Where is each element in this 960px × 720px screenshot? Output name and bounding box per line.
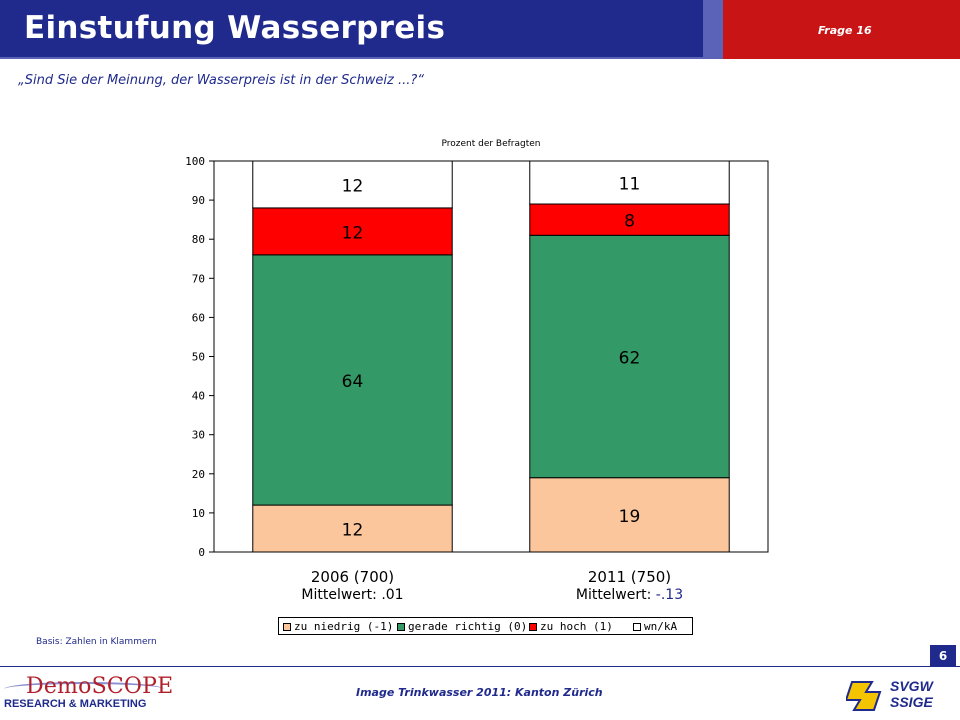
bar-segment [252, 254, 453, 506]
header-underline [0, 57, 720, 59]
legend-label: zu niedrig (-1) [294, 620, 394, 633]
legend-item: zu hoch (1) [529, 620, 613, 633]
bar-value-label: 12 [342, 223, 364, 243]
bar-segment [529, 234, 730, 479]
legend-label: wn/kA [644, 620, 678, 633]
y-tick-label: 100 [185, 155, 205, 168]
footer-caption: Image Trinkwasser 2011: Kanton Zürich [356, 686, 603, 699]
basis-note: Basis: Zahlen in Klammern [36, 637, 157, 647]
header-accent-red [723, 0, 960, 59]
page-title: Einstufung Wasserpreis [24, 10, 446, 46]
legend-swatch [397, 622, 405, 631]
category-mean-label: Mittelwert: -.13 [576, 587, 683, 603]
stacked-bar-chart: Prozent der Befragten 0 10 20 30 40 50 60 70 80 90… [185, 139, 769, 603]
y-tick-label: 60 [192, 311, 205, 324]
bar-value-label: 19 [619, 507, 641, 527]
category-mean-label: Mittelwert: .01 [301, 587, 403, 603]
svgw-logo: SVGW SSIGE [846, 676, 956, 716]
bar-value-label: 64 [342, 372, 364, 392]
page-number: 6 [930, 645, 956, 667]
y-tick-label: 20 [192, 468, 205, 481]
bar-value-label: 8 [624, 212, 635, 232]
legend-item: gerade richtig (0) [397, 620, 527, 633]
bar-segment [529, 203, 730, 236]
svgw-mark-icon [846, 681, 882, 711]
header-accent-light [703, 0, 723, 59]
bar-segment [529, 477, 730, 553]
y-tick-label: 50 [192, 351, 205, 364]
y-tick-label: 40 [192, 390, 205, 403]
chart-legend: zu niedrig (-1) gerade richtig (0) zu hoch… [278, 617, 693, 635]
question-number: Frage 16 [818, 24, 872, 37]
chart-title: Prozent der Befragten [441, 139, 540, 149]
y-tick-label: 80 [192, 233, 205, 246]
legend-swatch [283, 622, 291, 631]
legend-label: zu hoch (1) [540, 620, 613, 633]
bar-segment [252, 160, 453, 209]
svgw-logo-line1: SVGW [890, 678, 933, 694]
legend-swatch [529, 622, 537, 631]
y-tick-label: 70 [192, 272, 205, 285]
legend-swatch [633, 622, 641, 631]
survey-question: „Sind Sie der Meinung, der Wasserpreis i… [18, 73, 425, 88]
footer-divider [0, 666, 960, 667]
y-tick-label: 30 [192, 429, 205, 442]
legend-item: zu niedrig (-1) [283, 620, 393, 633]
category-label: 2011 (750) [588, 568, 671, 586]
y-tick-label: 0 [198, 546, 205, 559]
y-tick-label: 90 [192, 194, 205, 207]
legend-label: gerade richtig (0) [408, 620, 528, 633]
bar-value-label: 11 [619, 175, 641, 195]
demoscope-logo-tagline: RESEARCH & MARKETING [4, 698, 147, 710]
svgw-logo-line2: SSIGE [890, 694, 933, 710]
bar-segment [252, 207, 453, 256]
demoscope-logo: DemoSCOPE RESEARCH & MARKETING [4, 672, 174, 716]
bar-value-label: 62 [619, 349, 641, 369]
bar-value-label: 12 [342, 176, 364, 196]
demoscope-logo-name: DemoSCOPE [26, 674, 174, 699]
category-label: 2006 (700) [311, 568, 394, 586]
legend-item: wn/kA [633, 620, 677, 633]
bar-segment [529, 160, 730, 205]
demoscope-swoosh-icon [4, 682, 164, 696]
y-tick-label: 10 [192, 507, 205, 520]
bar-value-label: 12 [342, 521, 364, 541]
